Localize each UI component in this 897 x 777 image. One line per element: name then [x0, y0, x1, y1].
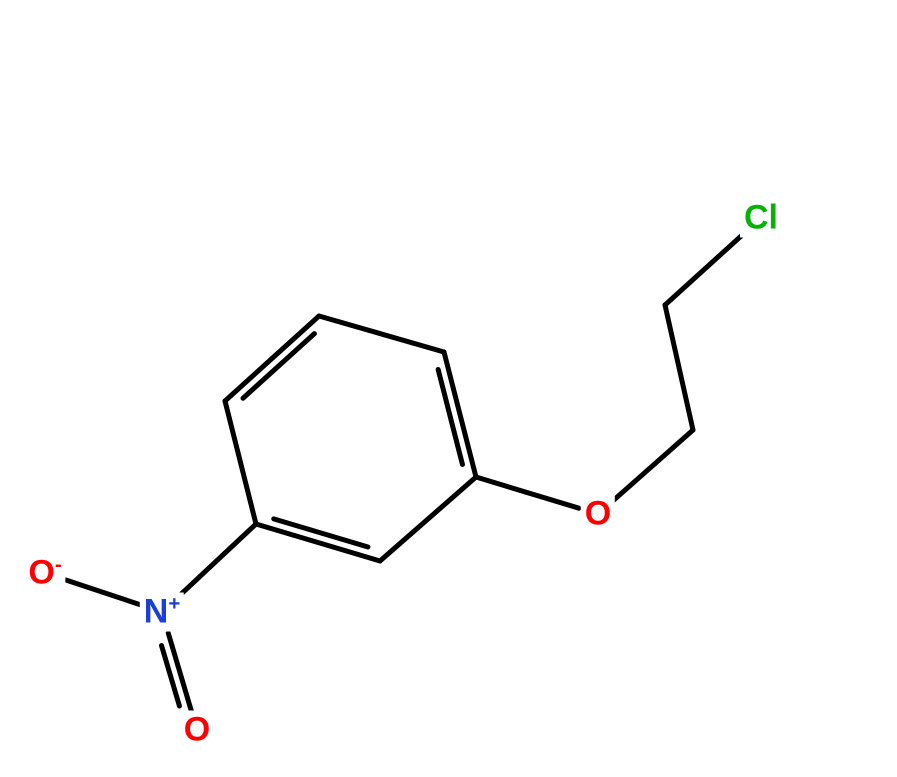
bond-line — [66, 580, 141, 605]
atom-label-o12: O — [180, 711, 214, 750]
bond-line — [177, 524, 256, 598]
atom-label-n11: N+ — [140, 593, 184, 632]
bond-line — [243, 334, 314, 399]
bond-line — [225, 316, 319, 401]
bond-layer — [0, 0, 897, 777]
atom-label-o13: O- — [24, 554, 65, 593]
atom-label-o7: O — [581, 495, 615, 534]
bond-line — [476, 477, 579, 508]
bond-line — [319, 316, 444, 352]
bond-line — [225, 401, 256, 524]
atom-label-cl10: Cl — [740, 199, 782, 238]
bond-line — [613, 430, 693, 501]
bond-line — [665, 234, 743, 305]
bond-line — [380, 477, 476, 561]
bond-line — [665, 305, 693, 430]
molecule-canvas: { "structure_type": "chemical-structure"… — [0, 0, 897, 777]
